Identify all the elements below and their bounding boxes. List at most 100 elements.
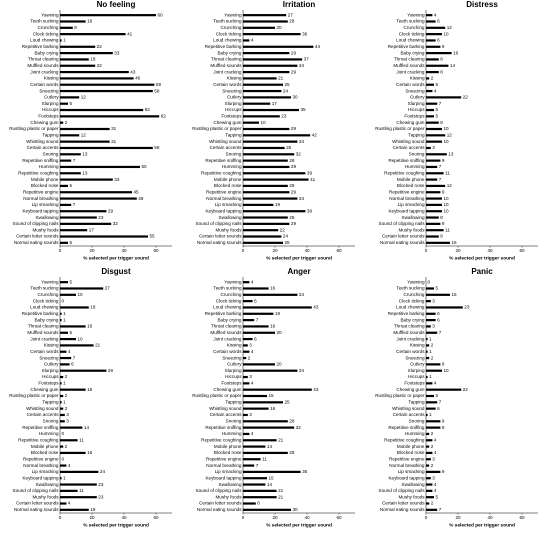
bar — [426, 496, 434, 499]
bar — [426, 222, 441, 225]
category-label: Baby crying — [400, 50, 424, 55]
bar — [426, 458, 431, 461]
category-label: Loud chewing — [30, 38, 59, 43]
value-label: 10 — [444, 139, 450, 144]
category-label: Repetitive coughing — [18, 437, 59, 442]
category-label: Sound of clipping nails — [379, 488, 426, 493]
bar — [426, 375, 428, 379]
value-label: 29 — [291, 69, 297, 74]
value-label: 43 — [130, 69, 136, 74]
category-label: Certain accents — [27, 145, 60, 150]
bar — [243, 165, 290, 169]
category-label: Lip smacking — [398, 469, 425, 474]
bar — [426, 191, 441, 194]
bar — [243, 496, 277, 499]
category-label: Mobile phone — [214, 177, 242, 182]
category-label: Muffled sounds — [393, 330, 425, 335]
value-label: 11 — [79, 437, 84, 442]
category-label: Footsteps — [404, 381, 425, 386]
bar — [426, 382, 433, 385]
bar — [426, 413, 428, 417]
category-label: Sneezing — [39, 88, 59, 93]
bar — [60, 344, 94, 347]
category-label: Certain words — [396, 82, 425, 87]
category-label: Clock ticking — [399, 31, 425, 36]
category-label: Teeth sucking — [30, 286, 59, 291]
category-label: Crunching — [404, 292, 425, 297]
category-label: Tapping — [42, 400, 59, 405]
bar — [60, 496, 97, 499]
value-label: 22 — [280, 227, 286, 232]
bar — [60, 483, 97, 486]
category-label: Throat clearing — [28, 57, 59, 62]
category-label: Slurping — [225, 101, 242, 106]
category-label: Lip smacking — [215, 469, 242, 474]
bar — [243, 344, 248, 347]
category-label: Joint cracking — [30, 69, 59, 74]
value-label: 6 — [437, 38, 440, 43]
bar — [60, 229, 88, 232]
bar — [60, 420, 65, 423]
value-label: 32 — [113, 221, 119, 226]
bar — [243, 26, 275, 29]
category-label: Rustling plastic or paper — [9, 126, 59, 131]
bar — [60, 464, 67, 467]
category-label: Mushy foods — [398, 494, 425, 499]
bar — [60, 312, 62, 315]
bar — [60, 216, 97, 219]
x-axis-label: % selected per trigger sound — [83, 522, 149, 528]
bar — [60, 89, 153, 93]
category-label: Sound of clipping nails — [13, 488, 60, 493]
value-label: 18 — [90, 57, 96, 62]
value-label: 55 — [150, 234, 156, 239]
category-label: Teeth sucking — [396, 286, 425, 291]
category-label: Swallowing — [219, 215, 242, 220]
category-label: Throat clearing — [394, 57, 425, 62]
bar — [426, 426, 441, 429]
value-label: 4 — [251, 349, 254, 354]
bar — [60, 388, 86, 391]
category-label: Cutlery — [410, 362, 425, 367]
category-label: Rustling plastic or paper — [192, 126, 242, 131]
bar — [60, 350, 67, 353]
category-label: Baby crying — [217, 317, 241, 322]
value-label: 7 — [73, 202, 76, 207]
value-label: 0 — [62, 456, 65, 461]
panel-title: Irritation — [283, 0, 316, 9]
category-label: Certain letter sounds — [16, 234, 59, 239]
value-label: 3 — [432, 145, 435, 150]
value-label: 34 — [299, 139, 305, 144]
value-label: 7 — [439, 400, 442, 405]
category-label: Tapping — [408, 133, 425, 138]
bar — [60, 394, 64, 398]
bar — [60, 502, 67, 505]
category-label: Certain accents — [210, 145, 243, 150]
bar — [426, 363, 441, 366]
value-label: 10 — [78, 292, 84, 297]
value-label: 9 — [442, 189, 445, 194]
category-label: Mobile phone — [397, 177, 425, 182]
bar — [60, 127, 110, 131]
bar — [243, 108, 299, 112]
value-label: 9 — [442, 44, 445, 49]
value-label: 8 — [440, 215, 443, 220]
category-label: Tapping — [225, 400, 242, 405]
category-label: Mushy foods — [398, 227, 425, 232]
value-label: 14 — [450, 63, 456, 68]
value-label: 24 — [283, 88, 289, 93]
category-label: Keyboard tapping — [205, 208, 241, 213]
category-label: Footsteps — [38, 381, 59, 386]
value-label: 6 — [254, 298, 257, 303]
bar — [426, 293, 450, 296]
bar — [243, 121, 259, 124]
x-axis-label: % selected per trigger sound — [266, 522, 332, 528]
category-label: Crunching — [38, 25, 59, 30]
panel: Anger 0 20 40 60 % selected per trigger sound… — [192, 267, 355, 528]
bar — [60, 159, 72, 162]
x-tick-label: 40 — [304, 248, 310, 253]
category-label: Hiccups — [408, 107, 425, 112]
category-label: Whistling sound — [26, 406, 59, 411]
value-label: 10 — [444, 368, 450, 373]
bar — [426, 216, 439, 219]
category-label: Cutlery — [227, 362, 242, 367]
